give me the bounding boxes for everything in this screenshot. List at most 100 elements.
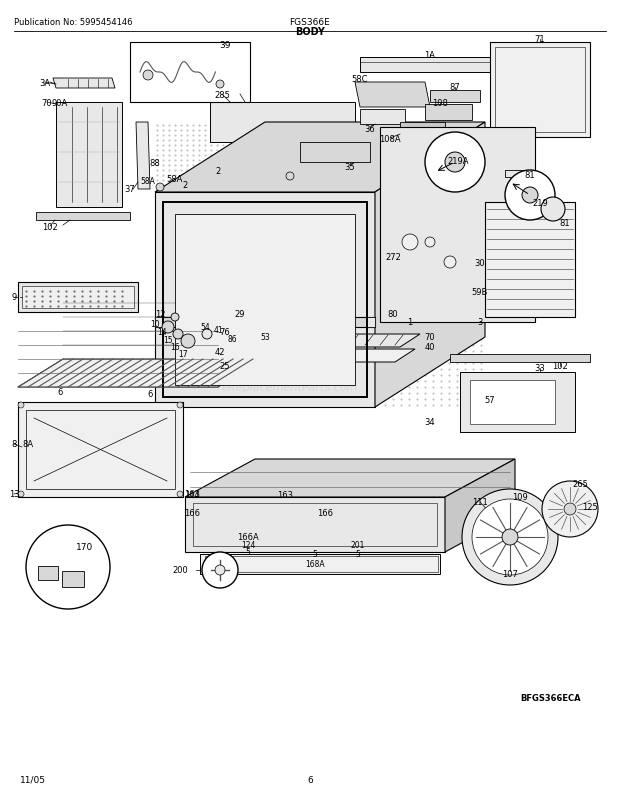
Text: 54: 54 <box>200 323 210 332</box>
Text: 2: 2 <box>215 166 221 176</box>
Circle shape <box>564 504 576 516</box>
Text: 90A: 90A <box>52 99 68 107</box>
Polygon shape <box>430 91 480 103</box>
Text: 71: 71 <box>534 35 546 44</box>
Text: 1: 1 <box>407 318 413 327</box>
Polygon shape <box>185 497 445 553</box>
Circle shape <box>445 153 465 172</box>
Polygon shape <box>200 554 440 574</box>
Polygon shape <box>425 105 472 121</box>
Text: FGS366E: FGS366E <box>290 18 330 27</box>
Text: 40: 40 <box>425 343 435 352</box>
Text: 13: 13 <box>9 490 19 499</box>
Text: 15: 15 <box>163 336 173 345</box>
Text: 14: 14 <box>157 328 167 337</box>
Text: 108A: 108A <box>379 134 401 144</box>
Polygon shape <box>450 354 590 363</box>
Text: 125: 125 <box>582 503 598 512</box>
Circle shape <box>215 565 225 575</box>
Circle shape <box>156 184 164 192</box>
Text: 170: 170 <box>76 543 94 552</box>
Text: 163: 163 <box>184 490 200 499</box>
Polygon shape <box>210 103 355 143</box>
Text: 166: 166 <box>317 508 333 516</box>
Text: Publication No: 5995454146: Publication No: 5995454146 <box>14 18 133 27</box>
Polygon shape <box>18 403 183 497</box>
Polygon shape <box>230 334 420 347</box>
Polygon shape <box>53 79 115 89</box>
Text: 124: 124 <box>185 491 199 500</box>
Circle shape <box>286 172 294 180</box>
Text: 42: 42 <box>215 348 225 357</box>
Circle shape <box>542 481 598 537</box>
Text: 8: 8 <box>11 440 17 449</box>
Text: 265: 265 <box>572 480 588 489</box>
Text: 16: 16 <box>170 343 180 352</box>
Polygon shape <box>155 318 375 327</box>
Text: 201: 201 <box>351 540 365 549</box>
Polygon shape <box>470 380 555 424</box>
Text: 35: 35 <box>345 162 355 172</box>
Circle shape <box>173 330 183 339</box>
Circle shape <box>181 334 195 349</box>
Polygon shape <box>185 460 515 497</box>
Circle shape <box>444 257 456 269</box>
Text: 80: 80 <box>388 310 398 319</box>
Circle shape <box>18 492 24 497</box>
Text: 166: 166 <box>184 508 200 516</box>
Text: BODY: BODY <box>295 27 325 37</box>
Text: 33: 33 <box>534 364 546 373</box>
Circle shape <box>502 529 518 545</box>
Text: 11/05: 11/05 <box>20 775 46 784</box>
Text: 200: 200 <box>172 565 188 575</box>
Polygon shape <box>175 215 355 386</box>
Circle shape <box>171 314 179 322</box>
Text: 81: 81 <box>525 170 535 180</box>
Text: 107: 107 <box>502 569 518 579</box>
Polygon shape <box>130 43 250 103</box>
Polygon shape <box>360 58 490 73</box>
Text: 3: 3 <box>477 318 483 327</box>
Circle shape <box>505 171 555 221</box>
Polygon shape <box>18 359 263 387</box>
Text: 41: 41 <box>213 326 223 335</box>
Text: 88: 88 <box>149 158 161 168</box>
Circle shape <box>522 188 538 204</box>
Circle shape <box>18 403 24 408</box>
Text: BFGS366ECA: BFGS366ECA <box>520 693 580 702</box>
Circle shape <box>425 237 435 248</box>
Polygon shape <box>155 192 375 407</box>
Text: 111: 111 <box>472 498 488 507</box>
Text: 30: 30 <box>475 258 485 267</box>
Polygon shape <box>367 318 375 327</box>
Text: 166A: 166A <box>237 533 259 542</box>
Circle shape <box>462 489 558 585</box>
Text: 10: 10 <box>150 320 160 329</box>
Polygon shape <box>360 110 405 125</box>
Text: 168A: 168A <box>305 560 325 569</box>
Text: 285: 285 <box>214 91 230 99</box>
Polygon shape <box>36 213 130 221</box>
Text: 29: 29 <box>235 310 246 319</box>
Text: 219A: 219A <box>447 156 469 165</box>
Text: 70: 70 <box>42 99 52 107</box>
Text: 37: 37 <box>125 185 135 194</box>
Text: 2: 2 <box>182 180 188 189</box>
Polygon shape <box>300 143 370 163</box>
Text: 1A: 1A <box>425 51 435 59</box>
Polygon shape <box>136 123 150 190</box>
Polygon shape <box>485 203 575 318</box>
Polygon shape <box>155 123 485 192</box>
Circle shape <box>177 492 183 497</box>
Circle shape <box>472 500 548 575</box>
Text: 108: 108 <box>432 99 448 107</box>
Circle shape <box>162 322 174 334</box>
Text: 59B: 59B <box>472 288 488 297</box>
Polygon shape <box>355 83 430 107</box>
Text: 3A: 3A <box>40 79 51 87</box>
Polygon shape <box>56 103 122 208</box>
Circle shape <box>202 553 238 588</box>
Text: 58C: 58C <box>352 75 368 84</box>
Text: 6: 6 <box>148 390 153 399</box>
Polygon shape <box>38 566 58 581</box>
